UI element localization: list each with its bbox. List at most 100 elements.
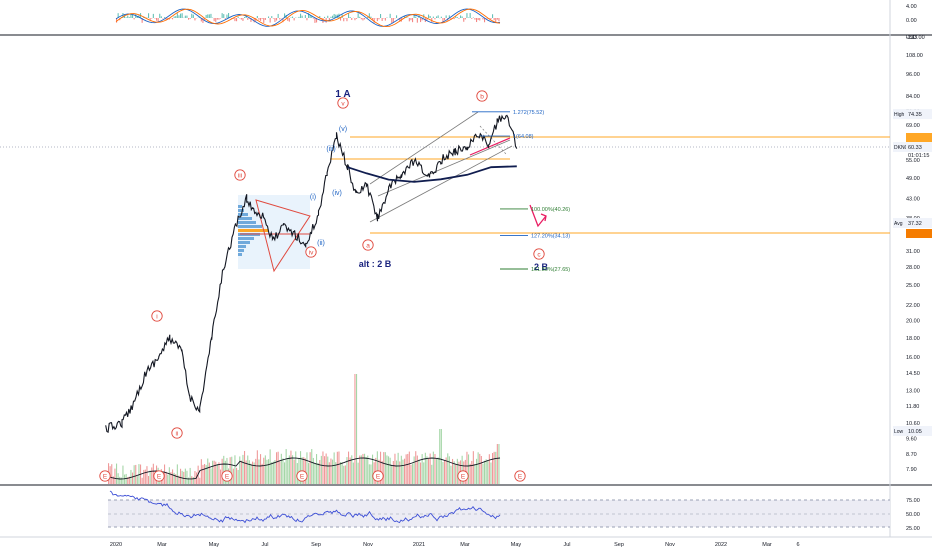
volume-bar bbox=[316, 454, 317, 484]
price-tick: 9.60 bbox=[906, 436, 917, 442]
osc-bar bbox=[257, 16, 258, 18]
time-label: May bbox=[209, 542, 220, 548]
price-tick: 11.80 bbox=[906, 404, 919, 410]
volume-bar bbox=[337, 452, 338, 484]
volume-bar bbox=[262, 464, 263, 484]
osc-bar bbox=[225, 18, 226, 19]
volume-bar bbox=[206, 465, 207, 484]
volume-bar bbox=[287, 459, 288, 484]
osc-bar bbox=[294, 18, 295, 20]
osc-bar bbox=[226, 15, 227, 18]
osc-bar bbox=[164, 17, 165, 18]
volume-bar bbox=[495, 452, 496, 484]
volume-bar bbox=[436, 459, 437, 484]
osc-bar bbox=[396, 15, 397, 18]
wave-label-i: i bbox=[156, 313, 157, 320]
volume-bar bbox=[449, 456, 450, 484]
volume-profile-bar bbox=[238, 253, 242, 256]
osc-tick: 4.00 bbox=[906, 4, 917, 10]
price-axis[interactable]: 108.0096.0084.0076.0069.0062.0055.0049.0… bbox=[893, 4, 932, 532]
volume-bar bbox=[116, 464, 117, 484]
volume-bar bbox=[311, 449, 312, 484]
volume-bar bbox=[468, 454, 469, 484]
earnings-marker: E bbox=[103, 473, 108, 480]
volume-bar bbox=[385, 452, 386, 484]
wave-label-iv: iv bbox=[309, 249, 314, 256]
osc-bar bbox=[302, 16, 303, 18]
osc-bar bbox=[172, 18, 173, 19]
osc-bar bbox=[330, 17, 331, 18]
price-tick: 13.00 bbox=[906, 388, 920, 394]
osc-bar bbox=[276, 18, 277, 21]
volume-bar bbox=[342, 462, 343, 484]
osc-bar bbox=[228, 13, 229, 18]
osc-bar bbox=[270, 18, 271, 23]
volume-bar bbox=[186, 471, 187, 484]
volume-bar bbox=[492, 453, 493, 484]
volume-bar bbox=[498, 444, 499, 484]
fib-level-label: 1.272(75.52) bbox=[513, 110, 544, 116]
time-label: 2022 bbox=[715, 542, 727, 548]
osc-bar bbox=[178, 15, 179, 18]
osc-bar bbox=[217, 18, 218, 20]
volume-profile-bar bbox=[238, 221, 256, 224]
price-tick: 69.00 bbox=[906, 123, 920, 129]
volume-bar bbox=[366, 457, 367, 484]
osc-bar bbox=[428, 15, 429, 18]
volume-bar bbox=[476, 459, 477, 484]
osc-bar bbox=[274, 18, 275, 22]
volume-bar bbox=[383, 452, 384, 484]
time-label: Jul bbox=[563, 542, 570, 548]
osc-bar bbox=[126, 17, 127, 18]
osc-bar bbox=[463, 18, 464, 22]
osc-bar bbox=[300, 14, 301, 18]
osc-bar bbox=[279, 18, 280, 19]
volume-bar bbox=[396, 461, 397, 484]
volume-bar bbox=[393, 461, 394, 484]
volume-bar bbox=[354, 374, 355, 484]
osc-bar bbox=[153, 14, 154, 18]
wave-label-b: b bbox=[480, 93, 484, 100]
osc-bar bbox=[361, 18, 362, 19]
osc-bar bbox=[190, 18, 191, 19]
osc-bar bbox=[191, 14, 192, 18]
price-tick: 49.00 bbox=[906, 176, 920, 182]
volume-bar bbox=[137, 476, 138, 484]
time-label: Nov bbox=[363, 542, 373, 548]
volume-bar bbox=[231, 457, 232, 484]
horizontal-lines bbox=[0, 137, 890, 233]
volume-bar bbox=[487, 460, 488, 484]
osc-bar bbox=[314, 18, 315, 23]
osc-bar bbox=[430, 16, 431, 18]
volume-bar bbox=[150, 470, 151, 484]
price-tick: 31.00 bbox=[906, 249, 920, 255]
volume-bar bbox=[111, 464, 112, 484]
volume-bar bbox=[241, 461, 242, 484]
osc-bar bbox=[385, 18, 386, 21]
volume-bar bbox=[281, 454, 282, 484]
volume-bar bbox=[222, 459, 223, 484]
osc-bar bbox=[409, 18, 410, 21]
volume-bar bbox=[249, 460, 250, 484]
volume-bar bbox=[319, 460, 320, 484]
osc-bar bbox=[327, 16, 328, 18]
price-tick: 16.00 bbox=[906, 355, 920, 361]
osc-bar bbox=[462, 16, 463, 18]
volume-bar bbox=[151, 467, 152, 484]
osc-bar bbox=[420, 18, 421, 22]
price-tick: 43.00 bbox=[906, 197, 920, 203]
volume-bar bbox=[220, 470, 221, 484]
volume-bar bbox=[482, 464, 483, 484]
fib-level-label: 100.00%(40.26) bbox=[531, 207, 570, 213]
volume-bar bbox=[142, 478, 143, 484]
earnings-marker: E bbox=[157, 473, 162, 480]
volume-bar bbox=[180, 469, 181, 484]
osc-bar bbox=[457, 17, 458, 18]
osc-bar bbox=[390, 14, 391, 18]
volume-bar bbox=[210, 468, 211, 484]
osc-bar bbox=[218, 18, 219, 20]
volume-bar bbox=[135, 465, 136, 484]
